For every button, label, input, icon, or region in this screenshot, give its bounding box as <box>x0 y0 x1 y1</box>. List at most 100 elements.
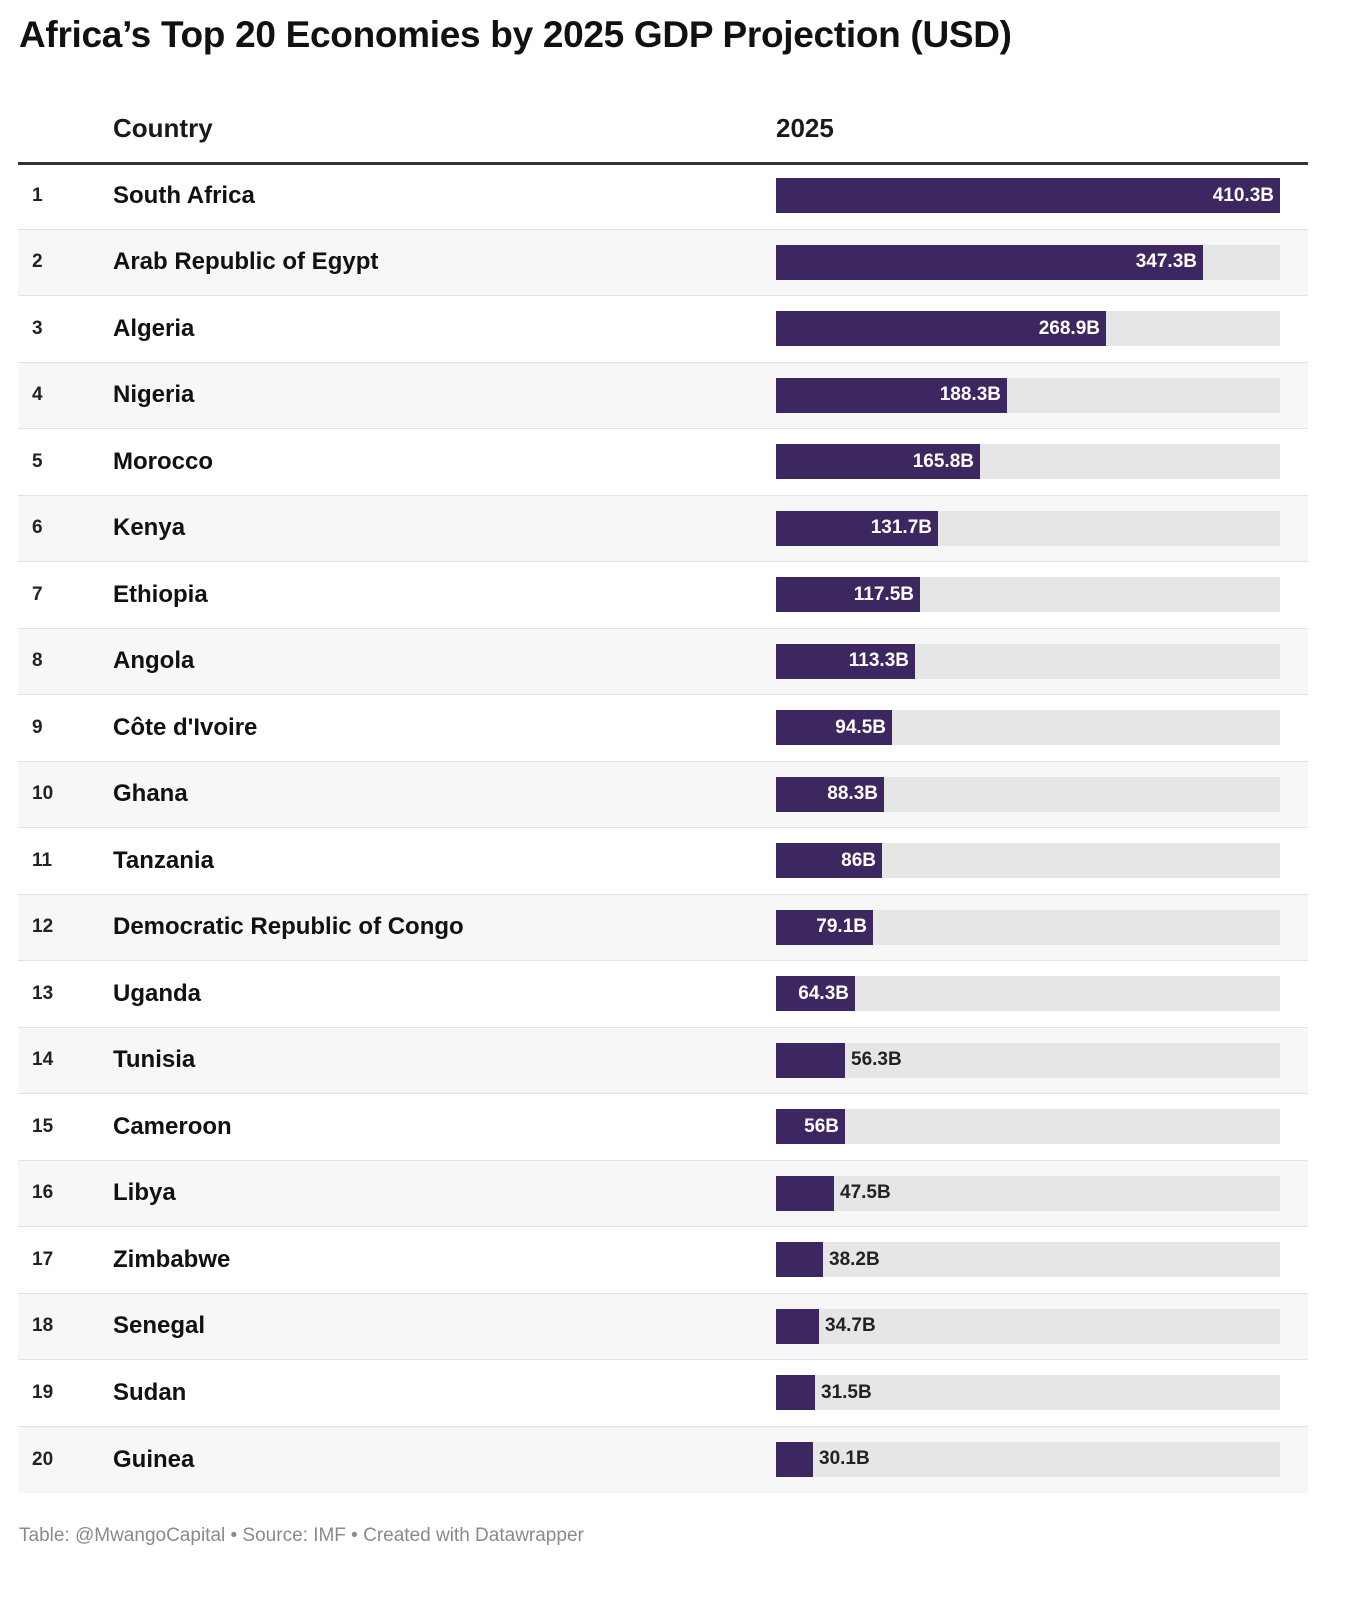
value-label: 188.3B <box>939 384 1001 405</box>
table-row: 13 Uganda 64.3B <box>18 961 1308 1028</box>
bar-track: 79.1B <box>776 909 1280 945</box>
country-label: Arab Republic of Egypt <box>113 248 379 276</box>
bar-track: 56B <box>776 1109 1280 1144</box>
value-label: 113.3B <box>848 650 909 671</box>
table-body: 1 South Africa 410.3B 2 Arab Republic of Egy… <box>18 163 1308 1493</box>
country-label: Tunisia <box>113 1046 196 1074</box>
gdp-bar <box>776 1375 815 1410</box>
rank-label: 11 <box>32 849 53 871</box>
country-label: Guinea <box>113 1445 195 1473</box>
table-row: 16 Libya 47.5B <box>18 1160 1308 1227</box>
gdp-bar <box>776 444 980 479</box>
gdp-bar <box>776 776 884 812</box>
table-row: 7 Ethiopia 117.5B <box>18 562 1308 629</box>
country-column-header: Country <box>113 113 213 143</box>
country-label: Morocco <box>113 447 214 475</box>
table-row: 2 Arab Republic of Egypt 347.3B <box>18 229 1308 296</box>
gdp-bar <box>776 1441 813 1477</box>
table-row: 5 Morocco 165.8B <box>18 429 1308 496</box>
country-label: Libya <box>113 1179 176 1207</box>
gdp-bar <box>776 976 855 1011</box>
rank-label: 6 <box>32 517 43 539</box>
gdp-bar <box>776 510 938 546</box>
country-label: Senegal <box>113 1312 206 1340</box>
bar-track: 94.5B <box>776 710 1280 745</box>
rank-label: 20 <box>32 1448 54 1470</box>
table-row: 15 Cameroon 56B <box>18 1094 1308 1161</box>
value-label: 34.7B <box>825 1315 876 1336</box>
table-row: 19 Sudan 31.5B <box>18 1360 1308 1427</box>
bar-track: 131.7B <box>776 510 1280 546</box>
country-label: Uganda <box>113 979 202 1007</box>
bar-track: 64.3B <box>776 976 1280 1011</box>
rank-label: 15 <box>32 1115 54 1137</box>
country-label: Côte d'Ivoire <box>113 713 258 741</box>
gdp-bar <box>776 843 882 878</box>
rank-label: 18 <box>32 1315 54 1337</box>
gdp-bar <box>776 178 1280 213</box>
bar-track: 34.7B <box>776 1308 1280 1344</box>
bar-track: 30.1B <box>776 1441 1280 1477</box>
table-row: 3 Algeria 268.9B <box>18 296 1308 363</box>
table-row: 18 Senegal 34.7B <box>18 1293 1308 1360</box>
value-label: 131.7B <box>870 517 932 538</box>
rank-label: 12 <box>32 916 54 938</box>
value-label: 79.1B <box>816 916 867 937</box>
country-label: Democratic Republic of Congo <box>113 913 464 941</box>
source-footer: Table: @MwangoCapital • Source: IMF • Cr… <box>19 1525 584 1546</box>
bar-track: 56.3B <box>776 1042 1280 1078</box>
bar-track: 410.3B <box>776 178 1280 213</box>
value-label: 56B <box>804 1115 839 1137</box>
value-label: 268.9B <box>1038 317 1100 339</box>
table-header: Country 2025 <box>18 108 1308 165</box>
gdp-bar <box>776 1308 819 1344</box>
rank-label: 9 <box>32 716 43 738</box>
year-column-header: 2025 <box>776 113 834 143</box>
country-label: Cameroon <box>113 1112 232 1140</box>
bar-track: 86B <box>776 843 1280 878</box>
country-label: South Africa <box>113 181 255 209</box>
bar-track: 165.8B <box>776 444 1280 479</box>
bar-track: 347.3B <box>776 244 1280 280</box>
chart-title: Africa’s Top 20 Economies by 2025 GDP Pr… <box>19 14 1012 55</box>
value-label: 86B <box>841 849 876 871</box>
country-label: Kenya <box>113 514 186 542</box>
bar-track: 38.2B <box>776 1242 1280 1277</box>
bar-track: 47.5B <box>776 1175 1280 1211</box>
rank-label: 17 <box>32 1248 54 1270</box>
country-label: Tanzania <box>113 846 214 874</box>
rank-label: 19 <box>32 1381 54 1403</box>
value-label: 165.8B <box>912 450 974 472</box>
table-row: 9 Côte d'Ivoire 94.5B <box>18 695 1308 762</box>
gdp-bar <box>776 1042 845 1078</box>
country-label: Sudan <box>113 1378 187 1406</box>
table-row: 6 Kenya 131.7B <box>18 495 1308 562</box>
table-row: 14 Tunisia 56.3B <box>18 1027 1308 1094</box>
value-label: 64.3B <box>798 982 849 1004</box>
rank-label: 4 <box>32 384 43 406</box>
country-label: Zimbabwe <box>113 1245 231 1273</box>
country-label: Algeria <box>113 314 195 342</box>
rank-label: 7 <box>32 583 43 605</box>
rank-label: 14 <box>32 1049 54 1071</box>
table-row: 10 Ghana 88.3B <box>18 761 1308 828</box>
table-row: 4 Nigeria 188.3B <box>18 362 1308 429</box>
value-label: 117.5B <box>853 583 914 605</box>
value-label: 94.5B <box>835 716 886 738</box>
bar-track: 88.3B <box>776 776 1280 812</box>
gdp-bar <box>776 1242 823 1277</box>
value-label: 31.5B <box>821 1381 872 1403</box>
rank-label: 8 <box>32 650 43 672</box>
table-row: 12 Democratic Republic of Congo 79.1B <box>18 894 1308 961</box>
value-label: 56.3B <box>851 1049 902 1070</box>
rank-label: 16 <box>32 1182 54 1204</box>
gdp-bar <box>776 311 1106 346</box>
country-label: Ghana <box>113 780 188 808</box>
country-label: Ethiopia <box>113 580 208 608</box>
gdp-bar <box>776 643 915 679</box>
gdp-bar <box>776 577 920 612</box>
gdp-bar <box>776 377 1007 413</box>
rank-label: 1 <box>32 184 43 206</box>
gdp-bar <box>776 710 892 745</box>
value-label: 38.2B <box>829 1248 880 1270</box>
